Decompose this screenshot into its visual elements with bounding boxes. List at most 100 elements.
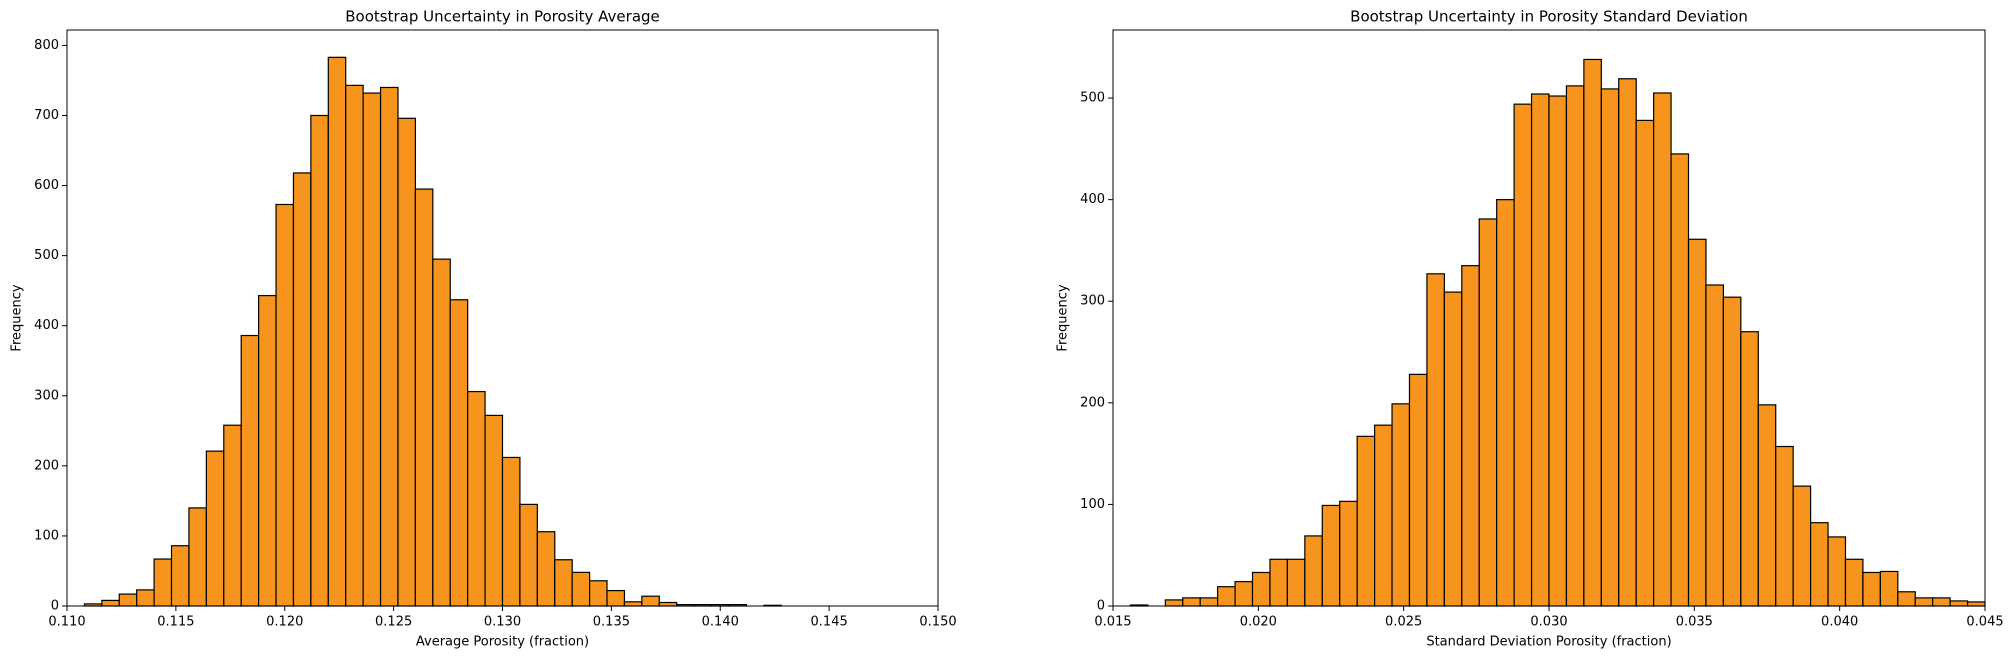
- y-axis-label: Frequency: [1056, 284, 1071, 351]
- bar: [1496, 199, 1515, 607]
- y-tick-label: 100: [1080, 497, 1105, 512]
- bar: [153, 558, 173, 607]
- bar: [1269, 558, 1288, 607]
- bar: [1827, 536, 1847, 607]
- x-axis-label: Standard Deviation Porosity (fraction): [1426, 635, 1671, 650]
- bar: [1408, 373, 1428, 607]
- bar: [1565, 85, 1585, 607]
- chart-title: Bootstrap Uncertainty in Porosity Standa…: [1350, 8, 1748, 26]
- x-tick-label: 0.040: [1821, 615, 1858, 630]
- bar: [501, 456, 521, 607]
- x-tick-label: 0.110: [48, 615, 85, 630]
- bar: [1966, 601, 1986, 607]
- bar: [1461, 265, 1480, 607]
- bar: [310, 114, 329, 607]
- bar: [1234, 581, 1254, 607]
- x-tick-label: 0.125: [375, 615, 412, 630]
- bar: [641, 595, 660, 607]
- bar: [432, 258, 451, 607]
- y-tick-label: 500: [34, 248, 59, 263]
- bar: [205, 450, 225, 607]
- x-axis-label: Average Porosity (fraction): [416, 635, 589, 650]
- x-tick-label: 0.015: [1094, 615, 1131, 630]
- y-tick-label: 300: [34, 388, 59, 403]
- x-tick-label: 0.025: [1385, 615, 1422, 630]
- bar: [258, 294, 277, 607]
- bar: [1809, 522, 1829, 607]
- bar: [118, 593, 138, 607]
- x-tick-label: 0.035: [1676, 615, 1713, 630]
- bar: [467, 390, 486, 607]
- bar: [414, 188, 434, 607]
- bar: [1251, 571, 1271, 607]
- bar: [1217, 586, 1236, 607]
- y-tick-label: 300: [1080, 294, 1105, 309]
- x-tick-label: 0.120: [266, 615, 303, 630]
- bar: [397, 117, 417, 607]
- bar: [136, 589, 155, 607]
- x-tick-label: 0.145: [811, 615, 848, 630]
- x-tick-label: 0.115: [157, 615, 194, 630]
- bar: [658, 601, 678, 607]
- y-tick-label: 200: [34, 458, 59, 473]
- bar: [1426, 273, 1445, 607]
- bar: [1757, 404, 1777, 607]
- bar: [1705, 284, 1724, 607]
- bar: [571, 571, 591, 607]
- bar: [1740, 331, 1759, 607]
- bar: [1356, 435, 1376, 607]
- bar: [345, 84, 364, 607]
- bar: [554, 559, 573, 607]
- bar: [1862, 571, 1881, 607]
- bar: [606, 589, 626, 607]
- bar: [1286, 558, 1306, 607]
- bar: [449, 299, 469, 607]
- bar: [1548, 95, 1568, 607]
- bar: [101, 599, 120, 607]
- bar: [519, 503, 538, 607]
- bar: [1618, 78, 1637, 607]
- bar: [1478, 218, 1498, 607]
- bar: [1844, 558, 1864, 607]
- bar: [1373, 424, 1393, 607]
- bar: [1443, 291, 1463, 607]
- bar: [292, 172, 312, 607]
- bar: [188, 507, 207, 607]
- y-tick-label: 200: [1080, 395, 1105, 410]
- bar: [1653, 92, 1672, 607]
- bar: [484, 414, 504, 607]
- bar: [1530, 93, 1550, 607]
- bar: [379, 86, 399, 607]
- y-tick-label: 100: [34, 528, 59, 543]
- y-tick-label: 0: [51, 599, 59, 614]
- bar: [623, 601, 643, 607]
- y-tick-label: 0: [1097, 599, 1105, 614]
- bar: [1321, 504, 1341, 607]
- bar: [275, 203, 295, 607]
- bar: [223, 424, 242, 607]
- bar: [1600, 88, 1620, 607]
- bar: [1932, 597, 1951, 607]
- y-axis-label: Frequency: [10, 284, 25, 351]
- x-tick-label: 0.045: [1966, 615, 2003, 630]
- bar: [1339, 500, 1358, 607]
- bar: [1914, 597, 1934, 607]
- x-tick-label: 0.030: [1530, 615, 1567, 630]
- x-tick-label: 0.140: [702, 615, 739, 630]
- y-tick-label: 500: [1080, 91, 1105, 106]
- bar: [1304, 535, 1323, 607]
- chart-title: Bootstrap Uncertainty in Porosity Averag…: [345, 8, 660, 26]
- bar: [1199, 597, 1219, 607]
- bar: [1182, 597, 1201, 607]
- bar: [1391, 403, 1411, 607]
- bar: [1949, 600, 1969, 607]
- y-tick-label: 400: [34, 318, 59, 333]
- x-tick-label: 0.150: [919, 615, 956, 630]
- x-tick-label: 0.130: [484, 615, 521, 630]
- y-tick-label: 800: [34, 38, 59, 53]
- bar: [1775, 445, 1794, 607]
- bar: [1879, 570, 1899, 607]
- bar: [1635, 119, 1655, 607]
- bar: [536, 531, 556, 607]
